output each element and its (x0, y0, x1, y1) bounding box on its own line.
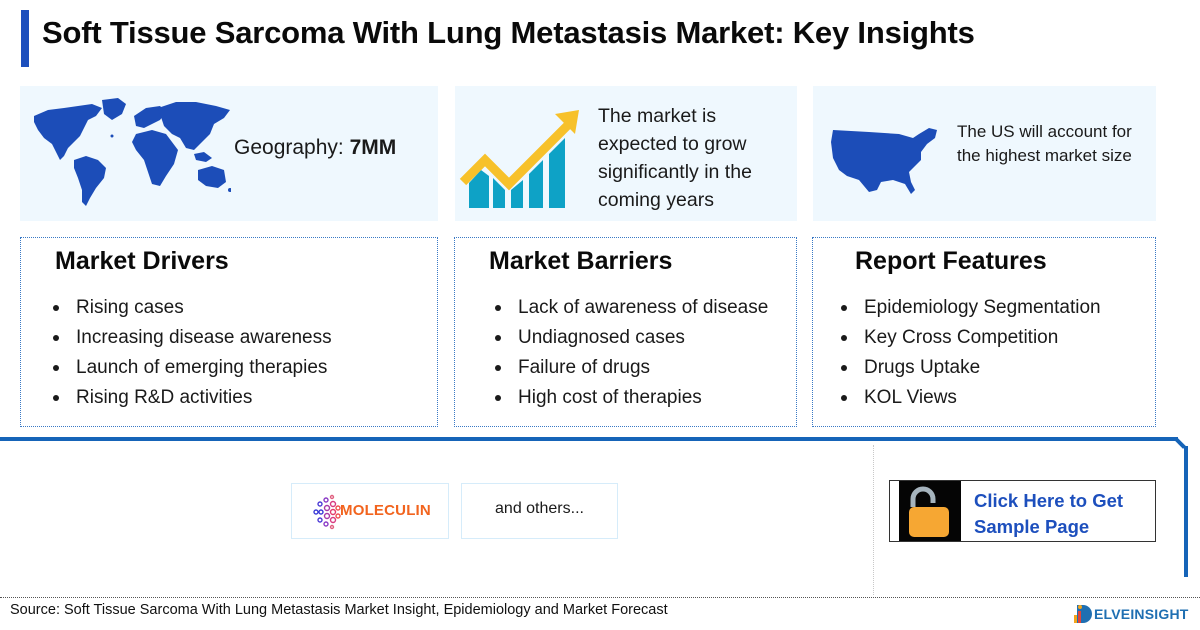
section-divider (0, 437, 1178, 441)
bullet-icon (53, 395, 59, 401)
title-accent-bar (21, 10, 29, 67)
geography-card: Geography: 7MM (20, 86, 438, 221)
growth-card: The market is expected to grow significa… (455, 86, 797, 221)
others-text: and others... (495, 500, 584, 517)
market-drivers-section: Market Drivers Rising cases Increasing d… (20, 237, 438, 427)
molecule-icon (313, 494, 341, 530)
list-item: Undiagnosed cases (493, 323, 768, 353)
list-item: Increasing disease awareness (51, 323, 332, 353)
list-item: Rising R&D activities (51, 383, 332, 413)
company-logo-moleculin: MOLECULIN (291, 483, 449, 539)
list-item: Drugs Uptake (839, 353, 1101, 383)
list-item: KOL Views (839, 383, 1101, 413)
world-map-icon (34, 98, 231, 206)
bullet-icon (841, 365, 847, 371)
bullet-icon (53, 365, 59, 371)
right-rail-divider (1184, 446, 1188, 577)
bullet-icon (841, 305, 847, 311)
get-sample-page-button[interactable]: Click Here to Get Sample Page (889, 480, 1156, 542)
bullet-icon (841, 335, 847, 341)
market-drivers-list: Rising cases Increasing disease awarenes… (51, 293, 332, 413)
report-features-title: Report Features (855, 247, 1047, 275)
page-title: Soft Tissue Sarcoma With Lung Metastasis… (42, 15, 975, 50)
growth-chart-icon (459, 110, 579, 208)
bullet-icon (495, 305, 501, 311)
list-item: Launch of emerging therapies (51, 353, 332, 383)
list-item: Failure of drugs (493, 353, 768, 383)
us-market-card: The US will account for the highest mark… (813, 86, 1156, 221)
delveinsight-logo: ELVEINSIGHT (1073, 603, 1189, 625)
moleculin-logo-text: MOLECULIN (340, 502, 431, 519)
cta-line-2: Sample Page (974, 516, 1090, 537)
bullet-icon (53, 335, 59, 341)
bullet-icon (841, 395, 847, 401)
vertical-separator (873, 445, 874, 595)
report-features-list: Epidemiology Segmentation Key Cross Comp… (839, 293, 1101, 413)
cta-label[interactable]: Click Here to Get Sample Page (974, 488, 1123, 540)
growth-text: The market is expected to grow significa… (598, 105, 752, 211)
source-citation: Source: Soft Tissue Sarcoma With Lung Me… (10, 602, 668, 618)
unlock-icon (909, 486, 949, 537)
us-map-icon (831, 128, 937, 194)
list-item: Lack of awareness of disease (493, 293, 768, 323)
geography-text: Geography: 7MM (234, 134, 396, 161)
list-item: Key Cross Competition (839, 323, 1101, 353)
us-market-text: The US will account for the highest mark… (957, 122, 1132, 165)
bullet-icon (495, 395, 501, 401)
bullet-icon (495, 335, 501, 341)
market-drivers-title: Market Drivers (55, 247, 229, 275)
list-item: High cost of therapies (493, 383, 768, 413)
bullet-icon (495, 365, 501, 371)
company-others: and others... (461, 483, 618, 539)
list-item: Epidemiology Segmentation (839, 293, 1101, 323)
list-item: Rising cases (51, 293, 332, 323)
delveinsight-logo-icon (1074, 605, 1092, 623)
geography-label: Geography: (234, 136, 350, 159)
market-barriers-section: Market Barriers Lack of awareness of dis… (454, 237, 797, 427)
lock-icon-background (899, 481, 961, 541)
market-barriers-title: Market Barriers (489, 247, 673, 275)
bullet-icon (53, 305, 59, 311)
geography-value: 7MM (349, 136, 397, 159)
cta-line-1: Click Here to Get (974, 490, 1124, 511)
market-barriers-list: Lack of awareness of disease Undiagnosed… (493, 293, 768, 413)
report-features-section: Report Features Epidemiology Segmentatio… (812, 237, 1156, 427)
delveinsight-brand-text: ELVEINSIGHT (1094, 606, 1189, 622)
footer-separator (0, 597, 1200, 598)
